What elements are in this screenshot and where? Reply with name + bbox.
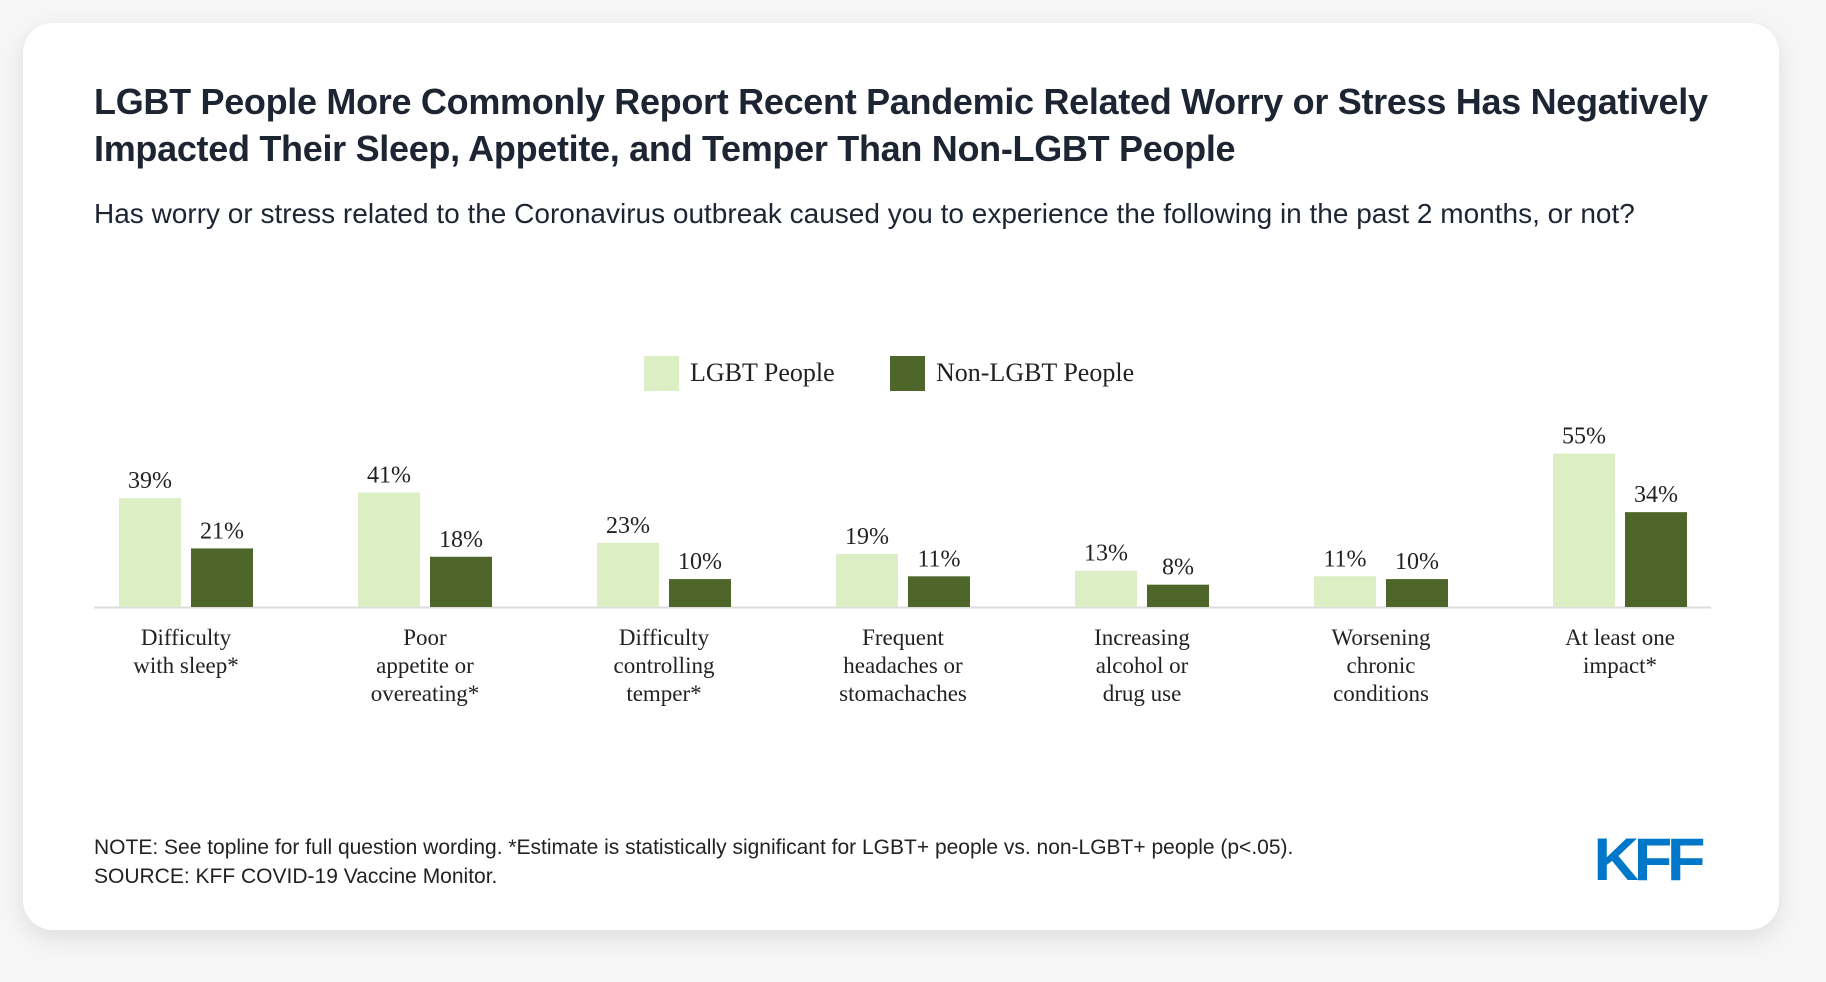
category-label: Worsening [1331, 625, 1431, 650]
category-label: conditions [1333, 681, 1429, 706]
data-label: 10% [678, 549, 722, 575]
category-label: stomachaches [839, 681, 967, 706]
category-label: Poor [403, 625, 447, 650]
data-label: 39% [128, 468, 172, 494]
bar-lgbt [836, 553, 898, 607]
category-label: At least one [1565, 625, 1675, 650]
bar-non-lgbt [669, 579, 731, 607]
data-label: 11% [1323, 546, 1366, 572]
data-label: 13% [1084, 541, 1128, 567]
chart-card [23, 23, 1779, 930]
category-label: impact* [1583, 653, 1657, 678]
bar-lgbt [358, 492, 420, 607]
category-label: appetite or [376, 653, 474, 678]
category-label: Frequent [862, 625, 944, 650]
category-label: Difficulty [141, 625, 232, 650]
legend: LGBT People Non-LGBT People [0, 356, 1826, 392]
category-label: with sleep* [133, 653, 238, 678]
category-label: chronic [1347, 653, 1416, 678]
legend-swatch-non-lgbt [890, 356, 925, 391]
chart-title: LGBT People More Commonly Report Recent … [94, 81, 1708, 169]
data-label: 21% [200, 518, 244, 544]
bar-lgbt [1553, 453, 1615, 607]
bar-non-lgbt [1625, 512, 1687, 607]
bar-lgbt [1075, 570, 1137, 607]
footer-note: NOTE: See topline for full question word… [94, 836, 1294, 859]
data-label: 41% [367, 463, 411, 489]
data-label: 55% [1562, 424, 1606, 450]
legend-label-lgbt: LGBT People [690, 358, 835, 387]
chart-subtitle: Has worry or stress related to the Coron… [94, 198, 1635, 229]
bar-non-lgbt [1386, 579, 1448, 607]
footer: NOTE: See topline for full question word… [94, 833, 1293, 891]
category-label: alcohol or [1096, 653, 1189, 678]
bar-lgbt [1314, 576, 1376, 607]
data-label: 34% [1634, 482, 1678, 508]
data-label: 10% [1395, 549, 1439, 575]
data-label: 11% [917, 546, 960, 572]
category-label: overeating* [371, 681, 480, 706]
category-label: temper* [626, 681, 701, 706]
category-label: Difficulty [619, 625, 710, 650]
data-label: 19% [845, 524, 889, 550]
category-label: controlling [614, 653, 715, 678]
category-label: drug use [1103, 681, 1182, 706]
data-label: 8% [1162, 555, 1194, 581]
bar-non-lgbt [191, 548, 253, 607]
category-label: Increasing [1094, 625, 1190, 650]
category-label: headaches or [843, 653, 963, 678]
kff-logo: KFF [1593, 826, 1705, 893]
data-label: 18% [439, 527, 483, 553]
legend-swatch-lgbt [644, 356, 679, 391]
legend-label-non-lgbt: Non-LGBT People [936, 358, 1135, 387]
bar-non-lgbt [1147, 584, 1209, 607]
bar-non-lgbt [908, 576, 970, 607]
bar-lgbt [119, 498, 181, 607]
data-label: 23% [606, 513, 650, 539]
bar-non-lgbt [430, 556, 492, 607]
footer-source: SOURCE: KFF COVID-19 Vaccine Monitor. [94, 865, 498, 888]
bar-lgbt [597, 542, 659, 607]
